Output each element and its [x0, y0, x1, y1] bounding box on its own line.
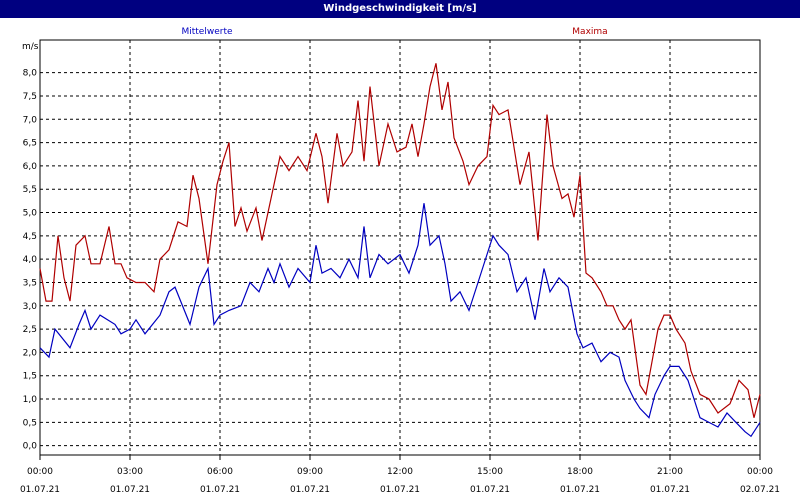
x-tick-time: 06:00: [207, 467, 233, 477]
y-tick-label: 7,5: [23, 92, 37, 102]
x-tick-date: 01.07.21: [290, 485, 330, 495]
y-tick-label: 1,0: [23, 395, 38, 405]
series-line-maxima: [39, 63, 761, 418]
series-line-mittelwerte: [39, 203, 761, 438]
x-tick-time: 00:00: [747, 467, 773, 477]
x-tick-date: 01.07.21: [20, 485, 60, 495]
y-tick-label: 5,0: [23, 209, 38, 219]
x-tick-date: 02.07.21: [740, 485, 780, 495]
y-tick-label: 2,0: [23, 348, 38, 358]
y-tick-label: 8,0: [23, 69, 38, 79]
x-tick-time: 18:00: [567, 467, 593, 477]
y-tick-label: 0,0: [23, 442, 38, 452]
x-tick-time: 12:00: [387, 467, 413, 477]
y-tick-label: 4,0: [23, 255, 38, 265]
x-tick-time: 00:00: [27, 467, 53, 477]
x-tick-time: 21:00: [657, 467, 683, 477]
legend-maxima: Maxima: [572, 27, 607, 37]
x-tick-date: 01.07.21: [380, 485, 420, 495]
y-tick-label: 0,5: [23, 418, 37, 428]
y-axis: 0,0 0,5 1,0 1,5 2,0 2,5 3,0 3,5 4,0 4,5 5,0 5,5 6,0 6…: [23, 69, 38, 452]
y-tick-label: 6,0: [23, 162, 38, 172]
legend-mittelwerte: Mittelwerte: [181, 27, 232, 37]
chart-title: Windgeschwindigkeit [m/s]: [0, 0, 800, 18]
y-tick-label: 2,5: [23, 325, 37, 335]
y-tick-label: 7,0: [23, 115, 38, 125]
x-tick-date: 01.07.21: [110, 485, 150, 495]
y-tick-label: 6,5: [23, 139, 37, 149]
y-tick-label: 3,0: [23, 302, 38, 312]
x-tick-time: 15:00: [477, 467, 503, 477]
y-tick-label: 4,5: [23, 232, 37, 242]
x-tick-date: 01.07.21: [200, 485, 240, 495]
y-axis-label: m/s: [22, 42, 39, 52]
series-lines: [39, 63, 761, 438]
x-axis: 00:00 01.07.21 03:00 01.07.21 06:00 01.07.21 0…: [20, 455, 780, 495]
grid: [40, 40, 760, 455]
x-tick-date: 01.07.21: [560, 485, 600, 495]
x-tick-date: 01.07.21: [650, 485, 690, 495]
x-tick-time: 09:00: [297, 467, 323, 477]
x-tick-time: 03:00: [117, 467, 143, 477]
y-tick-label: 5,5: [23, 185, 37, 195]
y-tick-label: 3,5: [23, 278, 37, 288]
y-tick-label: 1,5: [23, 372, 37, 382]
x-tick-date: 01.07.21: [470, 485, 510, 495]
